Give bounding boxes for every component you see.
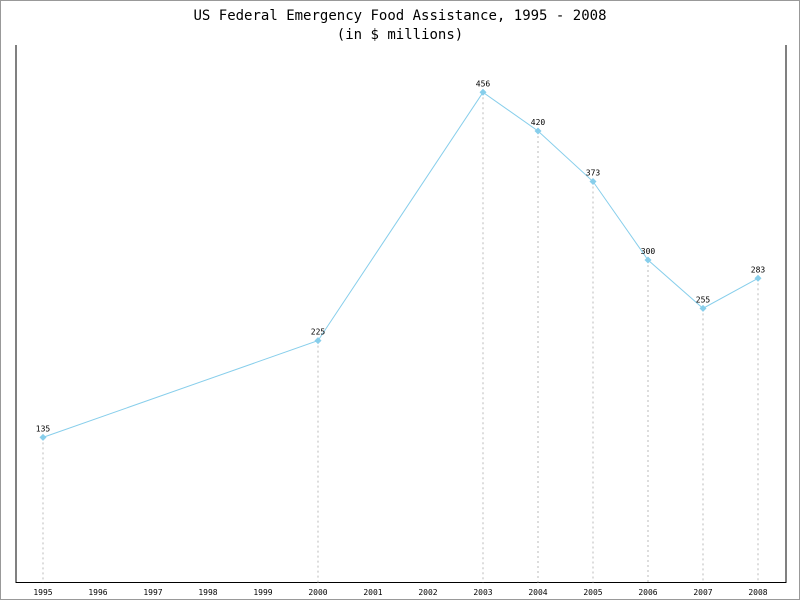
x-tick-label: 2008	[748, 588, 767, 597]
x-tick-label: 2005	[583, 588, 602, 597]
data-label: 373	[586, 169, 601, 178]
data-label: 456	[476, 79, 491, 88]
data-label: 255	[696, 295, 711, 304]
data-point	[754, 274, 762, 282]
series-line	[42, 91, 759, 438]
x-tick-label: 2004	[528, 588, 547, 597]
data-point	[699, 304, 707, 312]
data-point	[479, 88, 487, 96]
x-tick-label: 1995	[33, 588, 52, 597]
data-label: 420	[531, 118, 546, 127]
x-tick-label: 1996	[88, 588, 107, 597]
x-tick-label: 2002	[418, 588, 437, 597]
data-label: 135	[36, 424, 51, 433]
chart-subtitle: (in $ millions)	[337, 27, 463, 43]
data-point	[39, 433, 47, 441]
x-tick-label: 2003	[473, 588, 492, 597]
x-tick-label: 2000	[308, 588, 327, 597]
data-point	[534, 127, 542, 135]
data-point	[644, 256, 652, 264]
data-point	[589, 178, 597, 186]
x-tick-label: 1999	[253, 588, 272, 597]
data-point	[314, 337, 322, 345]
x-tick-label: 1997	[143, 588, 162, 597]
data-label: 225	[311, 328, 326, 337]
x-tick-label: 2001	[363, 588, 382, 597]
data-label: 300	[641, 247, 656, 256]
x-tick-label: 2007	[693, 588, 712, 597]
x-tick-label: 1998	[198, 588, 217, 597]
data-label: 283	[751, 265, 766, 274]
chart-title: US Federal Emergency Food Assistance, 19…	[193, 8, 606, 24]
x-tick-label: 2006	[638, 588, 657, 597]
